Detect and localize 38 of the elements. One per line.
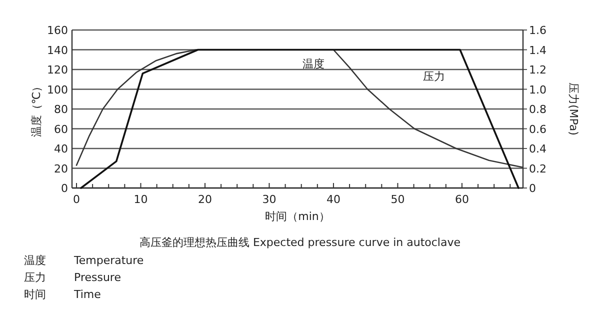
y-tick-label: 0 [61,182,68,195]
y2-tick-label: 1.4 [529,44,546,57]
y2-tick-label: 0 [529,182,536,195]
y2-tick-label: 0.6 [529,122,546,136]
y-tick-label: 100 [47,83,68,96]
y2-tick-label: 1.6 [529,24,546,37]
y-tick-label: 40 [54,142,68,156]
x-tick-label: 40 [326,193,340,206]
x-tick-label: 60 [454,193,469,206]
line-series [80,48,520,189]
x-tick-label: 10 [134,193,148,206]
y-tick-label: 160 [47,24,68,37]
text: Pressure [74,271,122,284]
x-axis-title: 时间（min） [265,210,330,223]
y-tick-label: 80 [54,103,68,116]
x-tick-label: 50 [390,193,405,206]
y-axis-title: 温度（℃） [30,80,43,138]
y2-tick-label: 1.2 [529,64,546,76]
y2-tick-label: 0.2 [529,162,546,176]
series-label: 压力 [423,70,446,83]
text: 温度 [24,254,46,267]
y-tick-label: 60 [54,122,68,136]
series-label: 温度 [302,58,325,71]
x-tick-label: 30 [262,193,276,206]
text: 高压釜的理想热压曲线 Expected pressure curve in autoclave [139,236,461,249]
text: Temperature [73,254,144,267]
text: Time [73,288,102,301]
text: 时间 [24,288,46,301]
y-tick-label: 140 [47,44,68,57]
text: 压力 [24,271,46,284]
y2-tick-label: 0.4 [529,142,546,156]
y-tick-label: 20 [54,162,68,176]
y-tick-label: 120 [47,64,68,76]
x-tick-label: 0 [72,193,80,206]
x-tick-label: 20 [198,193,212,206]
y2-axis-title: 压力(MPa) [567,82,580,136]
y2-tick-label: 1.0 [529,83,546,96]
y2-tick-label: 0.8 [529,103,546,116]
